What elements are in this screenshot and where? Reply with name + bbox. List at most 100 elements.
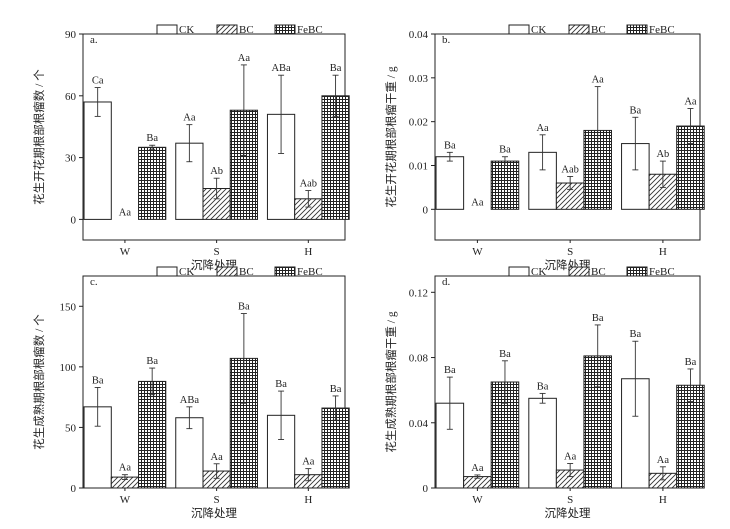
x-tick-label: H: [304, 494, 312, 506]
significance-label: Ba: [330, 63, 342, 74]
y-axis-title: 花生成熟期根部根瘤数 / 个: [32, 314, 46, 450]
legend-label-bc: BC: [239, 24, 254, 36]
significance-label: Ba: [238, 302, 250, 313]
panel-tag: a.: [90, 34, 98, 46]
legend-swatch-ck: [156, 24, 178, 35]
legend-label-bc: BC: [239, 266, 254, 278]
x-tick-label: W: [472, 246, 483, 258]
y-tick-label: 0: [71, 483, 77, 495]
x-tick-label: H: [659, 494, 667, 506]
y-tick-label: 30: [65, 153, 77, 165]
legend-swatch-bc: [216, 266, 238, 277]
legend-swatch-bc: [568, 24, 590, 35]
significance-label: ABa: [271, 63, 291, 74]
panel-tag: c.: [90, 276, 98, 288]
legend-label-bc: BC: [591, 24, 606, 36]
x-axis-title: 沉降处理: [191, 506, 237, 520]
significance-label: ABa: [180, 395, 200, 406]
significance-label: Ba: [444, 365, 456, 376]
legend-label-febc: FeBC: [297, 24, 323, 36]
legend-label-febc: FeBC: [649, 266, 675, 278]
legend-label-bc: BC: [591, 266, 606, 278]
y-tick-label: 60: [65, 91, 77, 103]
y-tick-label: 90: [65, 29, 77, 41]
significance-label: Ba: [146, 133, 158, 144]
bar-ck-w: [83, 101, 112, 220]
legend-label-ck: CK: [531, 266, 546, 278]
bar-febc-h: [676, 384, 705, 489]
panel-tag: b.: [442, 34, 451, 46]
y-axis-title: 花生成熟期根部根瘤干重 / g: [384, 311, 398, 452]
significance-label: Aa: [471, 197, 484, 208]
y-tick-label: 0: [423, 483, 429, 495]
y-tick-label: 0.12: [409, 287, 428, 299]
bar-febc-w: [490, 160, 520, 210]
y-tick-label: 0.04: [409, 418, 429, 430]
bar-ck-w: [435, 156, 465, 210]
significance-label: Ba: [537, 381, 549, 392]
legend-swatch-bc: [216, 24, 238, 35]
significance-label: Ab: [656, 149, 669, 160]
y-axis-title: 花生开花期根部根瘤干重 / g: [384, 66, 398, 207]
legend-label-febc: FeBC: [649, 24, 675, 36]
significance-label: Aa: [536, 123, 549, 134]
bar-ck-w: [83, 406, 112, 489]
significance-label: Aa: [592, 75, 605, 86]
significance-label: Ab: [210, 166, 223, 177]
legend-swatch-ck: [156, 266, 178, 277]
chart-panel-a: 0 30 60 90 a. CK BC FeBC Ca Aa Ba W Aa Ab Aa S ABa Aab Ba H…: [32, 24, 350, 272]
chart-panel-b: 0 0.01 0.02 0.03 0.04 b. CK BC FeBC Ba Aa Ba W Aa Aab A…: [384, 24, 705, 272]
legend-swatch-febc: [626, 24, 648, 35]
x-tick-label: W: [120, 246, 131, 258]
significance-label: Ba: [444, 140, 456, 151]
y-tick-label: 100: [60, 362, 77, 374]
y-tick-label: 50: [65, 422, 77, 434]
chart-panel-c: 0 50 100 150 c. CK BC FeBC Ba Aa Ba W ABa Aa Ba S Ba Aa Ba…: [32, 266, 350, 520]
significance-label: Ba: [499, 349, 511, 360]
y-tick-label: 0.02: [409, 117, 428, 129]
significance-label: Aa: [657, 455, 670, 466]
bar-ck-s: [528, 397, 557, 489]
x-tick-label: S: [214, 494, 220, 506]
legend-label-ck: CK: [179, 266, 194, 278]
significance-label: Aab: [300, 179, 318, 190]
legend-swatch-ck: [508, 24, 530, 35]
significance-label: Ba: [92, 375, 104, 386]
y-tick-label: 0: [71, 214, 77, 226]
significance-label: Aa: [183, 113, 196, 124]
significance-label: Aa: [210, 452, 223, 463]
x-tick-label: S: [214, 246, 220, 258]
x-tick-label: S: [567, 494, 573, 506]
chart-panel-d: 0 0.04 0.08 0.12 d. CK BC FeBC Ba Aa Ba W Ba Aa Ba S Ba A…: [384, 266, 705, 520]
legend-swatch-bc: [568, 266, 590, 277]
significance-label: Aa: [471, 463, 484, 474]
bar-ck-s: [175, 417, 204, 489]
x-tick-label: S: [567, 246, 573, 258]
x-axis-title: 沉降处理: [545, 506, 591, 520]
significance-label: Aa: [238, 53, 251, 64]
significance-label: Aa: [302, 457, 315, 468]
significance-label: Ba: [146, 356, 158, 367]
significance-label: Ba: [630, 329, 642, 340]
significance-label: Aa: [684, 97, 697, 108]
y-axis-title: 花生开花期根部根瘤数 / 个: [32, 69, 46, 205]
significance-label: Ba: [330, 384, 342, 395]
chart-panels: 0 30 60 90 a. CK BC FeBC Ca Aa Ba W Aa Ab Aa S ABa Aab Ba H…: [32, 24, 705, 520]
x-tick-label: H: [659, 246, 667, 258]
significance-label: Ba: [275, 379, 287, 390]
significance-label: Ca: [92, 76, 104, 87]
significance-label: Ba: [592, 313, 604, 324]
y-tick-label: 150: [60, 301, 77, 313]
significance-label: Ba: [685, 357, 697, 368]
significance-label: Aa: [119, 207, 132, 218]
bar-febc-w: [490, 381, 520, 489]
legend-swatch-ck: [508, 266, 530, 277]
legend-label-ck: CK: [531, 24, 546, 36]
legend-swatch-febc: [626, 266, 648, 277]
x-tick-label: H: [304, 246, 312, 258]
legend-label-ck: CK: [179, 24, 194, 36]
x-tick-label: W: [120, 494, 131, 506]
panel-tag: d.: [442, 276, 451, 288]
legend-label-febc: FeBC: [297, 266, 323, 278]
y-tick-label: 0.04: [409, 29, 429, 41]
